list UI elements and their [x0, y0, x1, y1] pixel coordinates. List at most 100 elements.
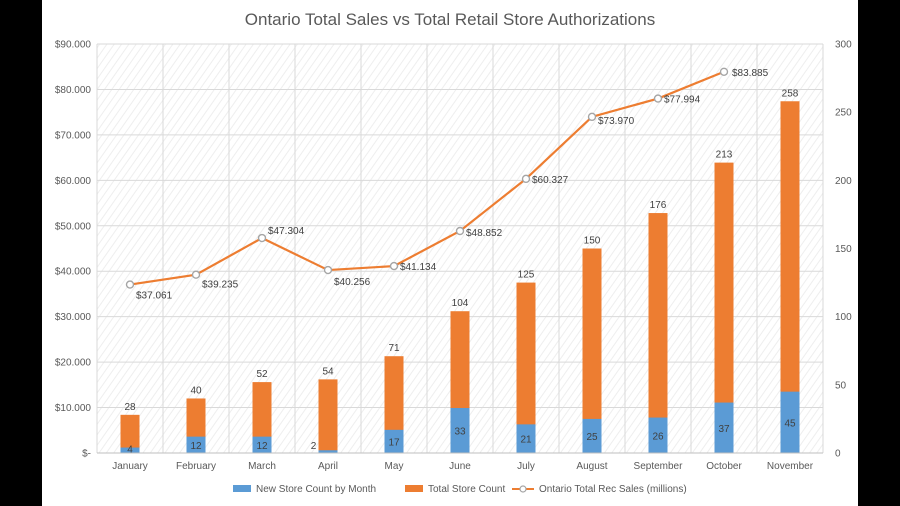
chart-frame: Ontario Total Sales vs Total Retail Stor…	[42, 0, 858, 506]
y-left-tick-label: $40.000	[55, 267, 92, 278]
sales-point	[191, 270, 201, 279]
new-store-label: 25	[586, 432, 598, 443]
y-right-tick-label: 150	[835, 244, 852, 255]
total-store-bar	[516, 282, 536, 453]
sales-point	[323, 265, 333, 275]
x-tick-label: June	[449, 461, 471, 472]
legend-label: Total Store Count	[428, 484, 505, 495]
new-store-bar	[648, 417, 668, 453]
sales-point	[455, 226, 465, 236]
total-store-label: 52	[256, 369, 268, 380]
sales-line	[129, 70, 725, 286]
total-store-label: 258	[782, 88, 799, 99]
sales-label: $83.885	[732, 68, 769, 79]
sales-point	[521, 174, 531, 184]
chart: Ontario Total Sales vs Total Retail Stor…	[55, 10, 852, 495]
y-left-tick-label: $-	[82, 449, 91, 460]
total-store-label: 150	[584, 236, 601, 247]
total-store-label: 71	[388, 343, 400, 354]
sales-point	[653, 94, 663, 103]
x-tick-label: November	[767, 461, 814, 472]
total-store-bar	[384, 356, 404, 453]
new-store-label: 12	[256, 441, 268, 452]
x-tick-label: August	[576, 461, 607, 472]
total-store-bar	[582, 248, 602, 453]
sales-point	[125, 280, 135, 289]
total-store-bar	[648, 213, 668, 453]
new-store-label: 17	[388, 437, 400, 448]
sales-point	[257, 233, 267, 243]
new-store-bar	[252, 436, 272, 453]
y-left-tick-label: $60.000	[55, 176, 92, 187]
bars	[120, 101, 800, 454]
sales-label: $48.852	[466, 228, 503, 239]
sales-label: $39.235	[202, 280, 239, 291]
new-store-label: 37	[718, 424, 730, 435]
sales-point	[719, 67, 729, 76]
y-left-tick-label: $30.000	[55, 312, 92, 323]
new-store-bar	[186, 436, 206, 453]
y-left-tick-label: $20.000	[55, 358, 92, 369]
total-store-label: 54	[322, 366, 334, 377]
new-store-bar	[384, 429, 404, 453]
new-store-bar	[582, 418, 602, 453]
sales-line-layer	[125, 67, 729, 289]
x-tick-label: July	[517, 461, 535, 472]
new-store-bar	[714, 402, 734, 453]
legend-label: New Store Count by Month	[256, 484, 376, 495]
total-store-label: 28	[124, 402, 136, 413]
total-store-label: 213	[716, 150, 733, 161]
total-store-bar	[318, 379, 338, 453]
sales-label: $37.061	[136, 291, 173, 302]
new-store-bar	[450, 408, 470, 453]
gridlines	[96, 43, 824, 454]
new-store-label: 26	[652, 431, 664, 442]
total-store-label: 104	[452, 298, 469, 309]
y-left-tick-label: $50.000	[55, 221, 92, 232]
new-store-bar	[120, 447, 140, 453]
total-store-bar	[120, 414, 140, 453]
new-store-label: 12	[190, 441, 202, 452]
new-store-label: 2	[311, 441, 317, 452]
y-left-tick-label: $10.000	[55, 403, 92, 414]
sales-point	[587, 112, 597, 122]
new-store-bar	[780, 391, 800, 453]
legend: New Store Count by Month Total Store Coun…	[233, 484, 687, 495]
total-store-label: 40	[190, 385, 202, 396]
y-right-tick-label: 200	[835, 176, 852, 187]
x-tick-label: April	[318, 461, 338, 472]
y-right-tick-label: 50	[835, 380, 847, 391]
total-store-label: 125	[518, 270, 535, 281]
new-store-label: 33	[454, 427, 466, 438]
x-tick-label: January	[112, 461, 148, 472]
sales-label: $77.994	[664, 95, 701, 106]
total-store-bar	[780, 101, 800, 453]
sales-label: $47.304	[268, 226, 305, 237]
legend-marker	[519, 485, 527, 493]
legend-label: Ontario Total Rec Sales (millions)	[539, 484, 687, 495]
new-store-label: 45	[784, 418, 796, 429]
sales-point	[389, 261, 399, 271]
x-tick-label: September	[634, 461, 684, 472]
axes: $- $10.000 $20.000 $30.000 $40.000 $50.000 $60…	[55, 40, 852, 473]
total-store-bar	[714, 162, 734, 454]
chart-title: Ontario Total Sales vs Total Retail Stor…	[245, 10, 655, 29]
y-right-tick-label: 300	[835, 40, 852, 51]
sales-label: $40.256	[334, 277, 371, 288]
y-left-tick-label: $90.000	[55, 40, 92, 51]
sales-label: $60.327	[532, 175, 569, 186]
data-labels: 28 40 52 54 71 104 125 150 176 213 258 4 12 12 2 17 33 21…	[124, 68, 798, 456]
y-left-tick-label: $80.000	[55, 85, 92, 96]
y-right-tick-label: 0	[835, 449, 841, 460]
new-store-label: 21	[520, 435, 532, 446]
x-tick-label: October	[706, 461, 742, 472]
new-store-label: 4	[127, 445, 133, 456]
total-store-bar	[252, 382, 272, 453]
legend-swatch	[233, 485, 251, 492]
sales-label: $73.970	[598, 116, 635, 127]
new-store-bar	[516, 424, 536, 453]
y-left-tick-label: $70.000	[55, 130, 92, 141]
x-tick-label: May	[385, 461, 404, 472]
x-tick-label: February	[176, 461, 216, 472]
sales-label: $41.134	[400, 262, 437, 273]
